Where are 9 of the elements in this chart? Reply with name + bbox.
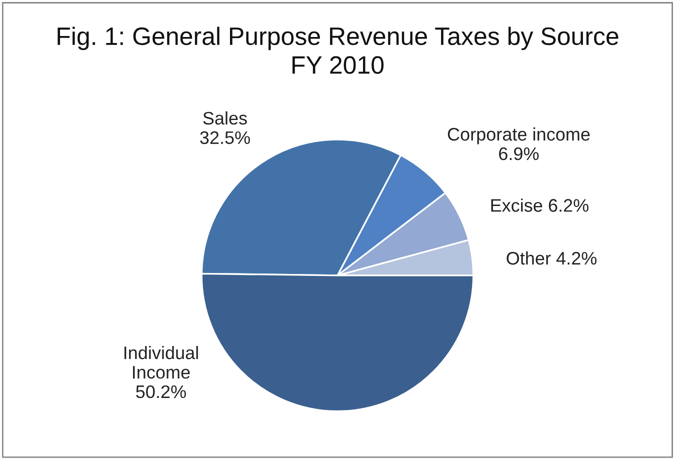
slice-label: Corporate income [448, 127, 590, 144]
slice-label: Sales [203, 111, 247, 125]
slice-label: Other 4.2% [506, 251, 597, 265]
slice-label: Excise 6.2% [491, 198, 588, 212]
data-label: 6.9% [499, 147, 539, 160]
data-label: 50.2% [136, 385, 186, 398]
chart-title: Fig. 1: General Purpose Revenue Taxes by Source FY 2010 [58, 26, 618, 74]
data-label: 32.5% [200, 131, 250, 144]
slice-label: Individual Income [124, 346, 198, 379]
